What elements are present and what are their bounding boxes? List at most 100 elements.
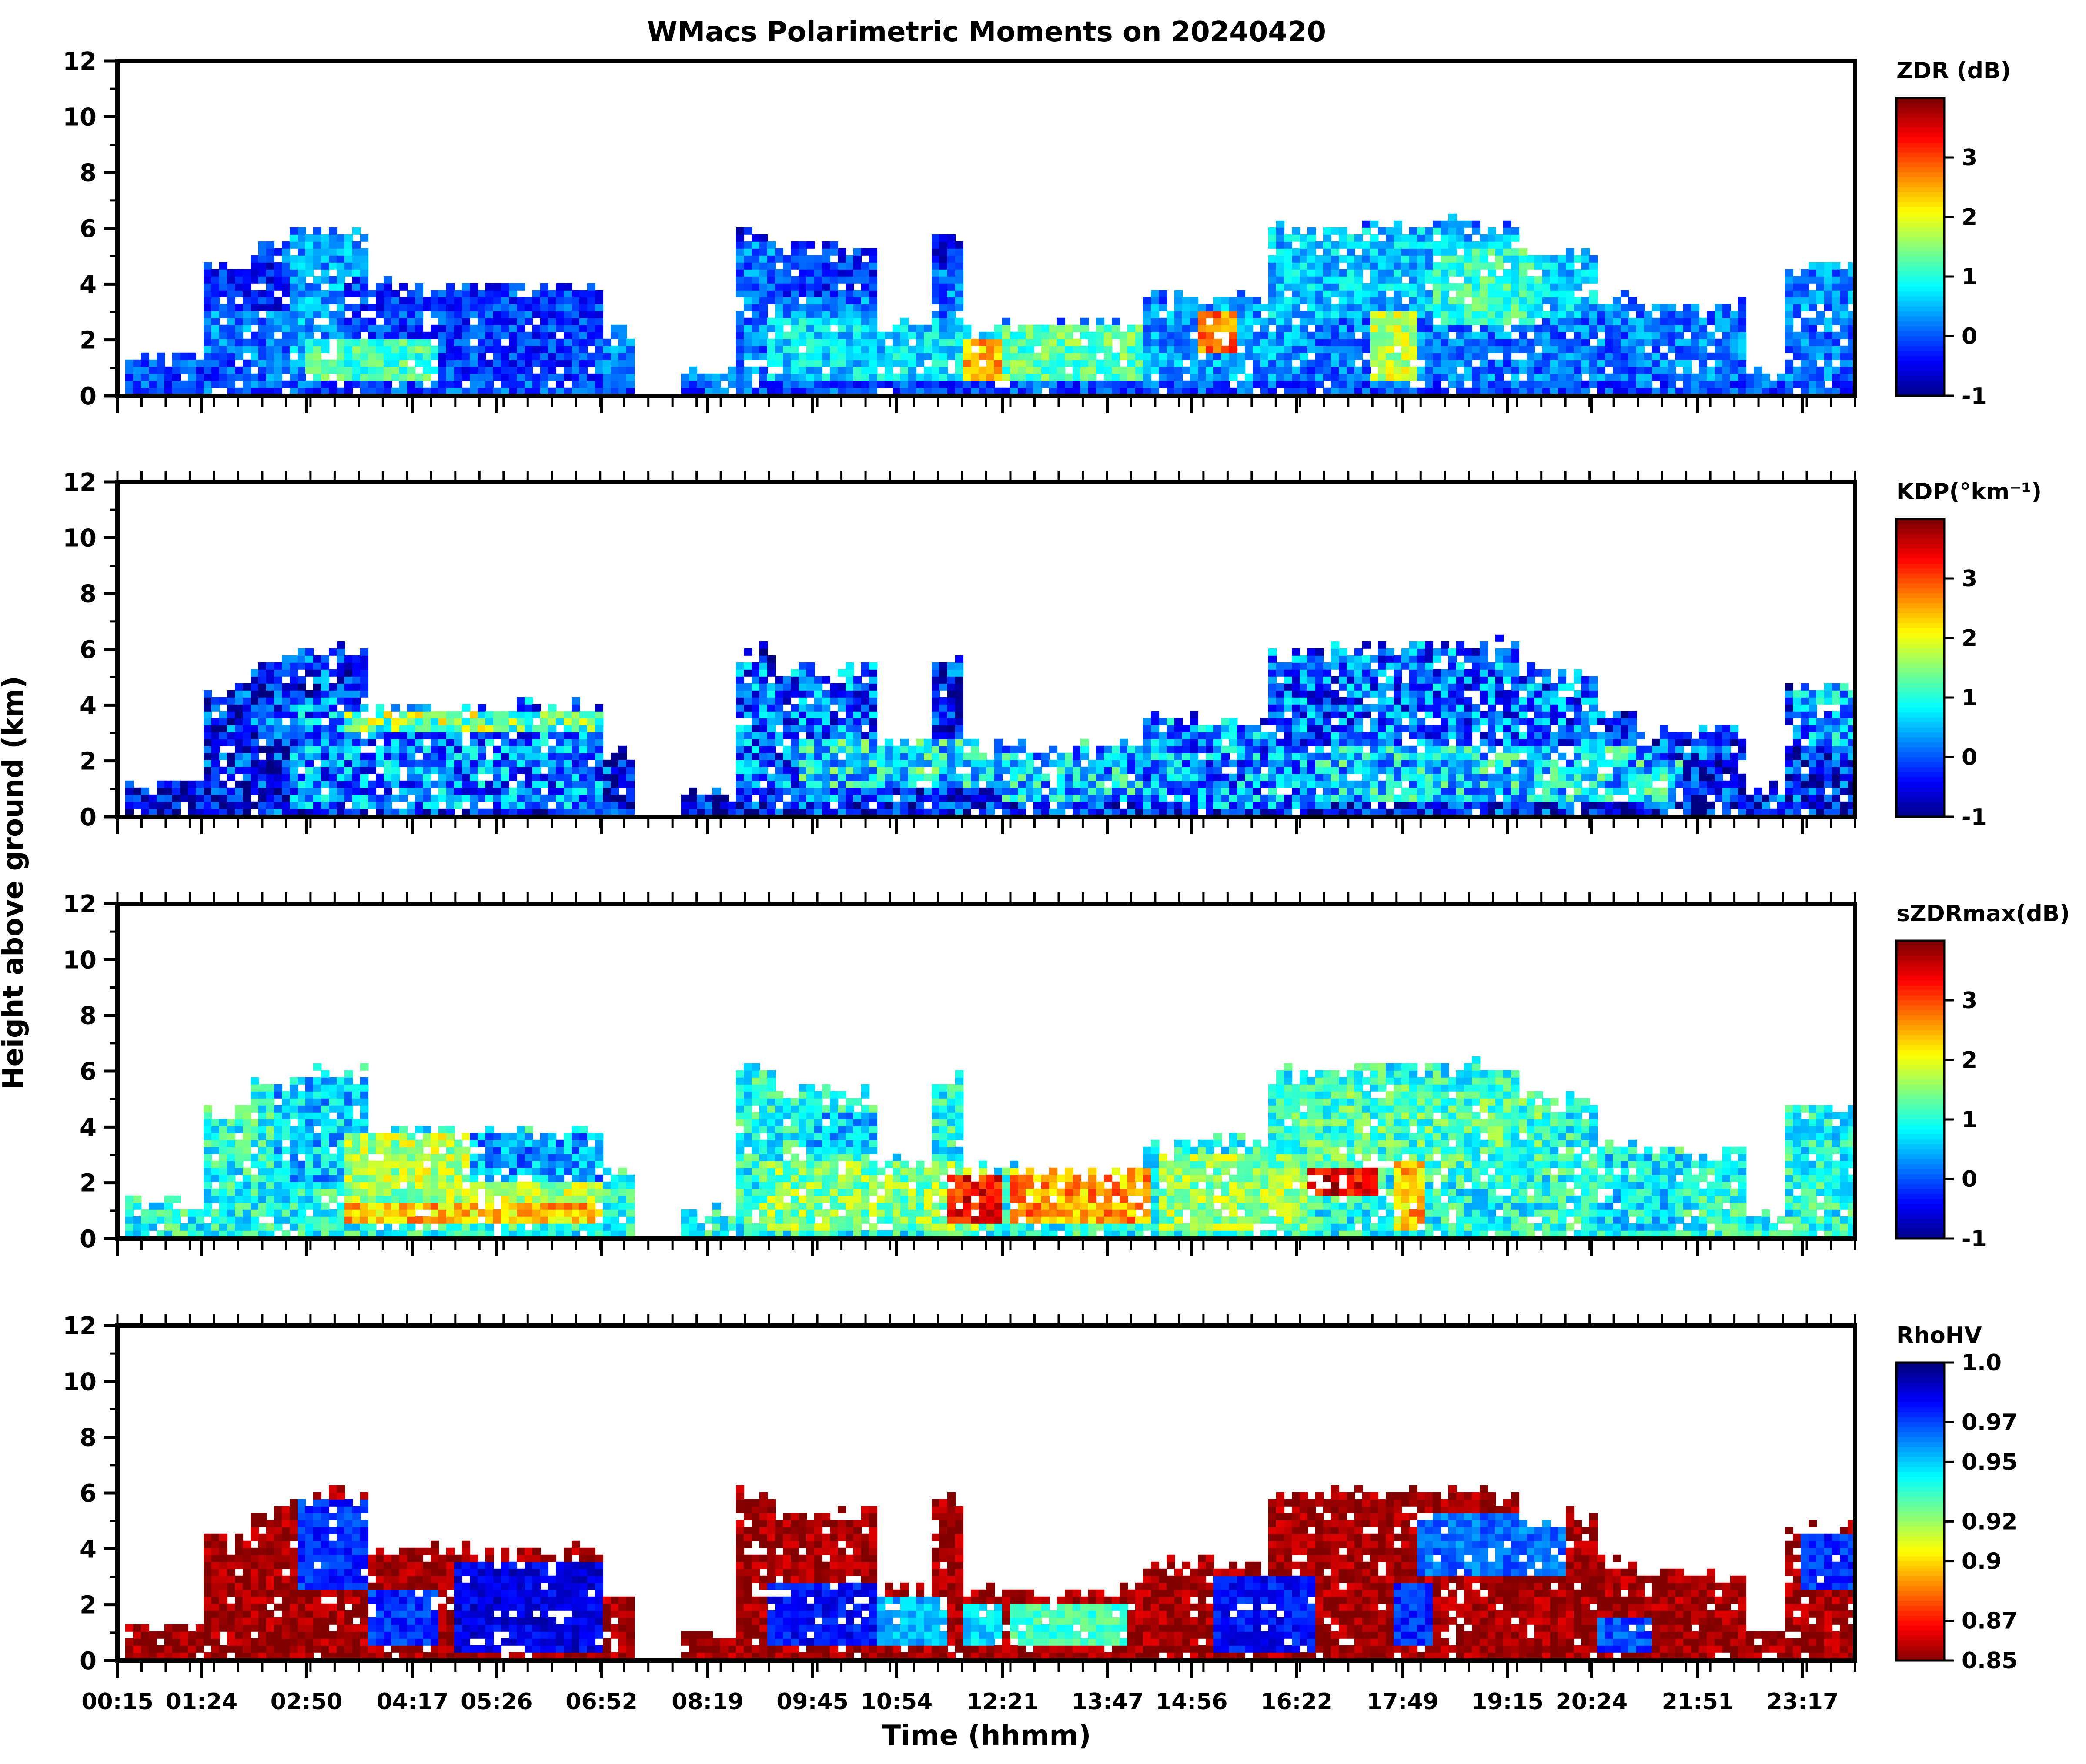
heatmap-cell xyxy=(251,276,259,284)
colorbar-step xyxy=(1896,346,1944,352)
heatmap-cell xyxy=(337,676,345,684)
heatmap-cell xyxy=(1488,297,1496,304)
heatmap-cell xyxy=(1010,352,1018,360)
heatmap-cell xyxy=(1480,311,1488,318)
heatmap-cell xyxy=(986,352,995,360)
heatmap-cell xyxy=(752,269,760,277)
heatmap-cell xyxy=(1394,220,1402,228)
heatmap-cell xyxy=(1511,387,1519,395)
heatmap-cell xyxy=(1386,317,1394,325)
heatmap-cell xyxy=(1480,317,1488,325)
heatmap-cell xyxy=(258,248,267,256)
heatmap-cell xyxy=(846,352,854,360)
heatmap-cell xyxy=(595,297,603,304)
heatmap-cell xyxy=(1417,373,1425,381)
heatmap-cell xyxy=(955,794,963,802)
heatmap-cell xyxy=(431,718,439,725)
heatmap-cell xyxy=(266,297,274,304)
heatmap-cell xyxy=(1292,366,1300,374)
heatmap-cell xyxy=(235,738,243,746)
heatmap-cell xyxy=(947,718,956,725)
heatmap-cell xyxy=(258,331,267,339)
x-axis-label: Time (hhmm) xyxy=(882,1720,1091,1752)
heatmap-cell xyxy=(1448,345,1457,353)
heatmap-cell xyxy=(1401,234,1410,242)
heatmap-cell xyxy=(1151,331,1159,339)
heatmap-cell xyxy=(1832,338,1840,346)
heatmap-cell xyxy=(1354,366,1363,374)
heatmap-cell xyxy=(243,345,251,353)
heatmap-cell xyxy=(337,387,345,395)
heatmap-cell xyxy=(572,732,580,739)
heatmap-cell xyxy=(211,373,220,381)
heatmap-cell xyxy=(579,752,588,760)
heatmap-cell xyxy=(1026,338,1034,346)
heatmap-cell xyxy=(1558,297,1566,304)
heatmap-cell xyxy=(932,766,940,774)
heatmap-cell xyxy=(344,704,353,712)
heatmap-cell xyxy=(767,297,776,304)
heatmap-cell xyxy=(1738,311,1746,318)
heatmap-cell xyxy=(1354,352,1363,360)
heatmap-cell xyxy=(1581,255,1590,263)
heatmap-cell xyxy=(1057,373,1065,381)
heatmap-cell xyxy=(493,352,501,360)
heatmap-cell xyxy=(321,297,329,304)
heatmap-cell xyxy=(462,311,470,318)
heatmap-cell xyxy=(799,324,807,332)
heatmap-cell xyxy=(1566,262,1574,270)
heatmap-cell xyxy=(830,759,838,767)
heatmap-cell xyxy=(1542,359,1551,367)
heatmap-cell xyxy=(1433,262,1441,270)
heatmap-cell xyxy=(399,283,408,291)
heatmap-cell xyxy=(1574,324,1582,332)
heatmap-cell xyxy=(321,801,329,809)
heatmap-cell xyxy=(227,352,235,360)
heatmap-cell xyxy=(1699,380,1707,388)
heatmap-cell xyxy=(196,366,204,374)
heatmap-cell xyxy=(1762,373,1770,381)
heatmap-cell xyxy=(1088,794,1096,802)
heatmap-cell xyxy=(955,276,963,284)
heatmap-cell xyxy=(814,317,822,325)
heatmap-cell xyxy=(1417,248,1425,256)
heatmap-cell xyxy=(955,725,963,732)
heatmap-cell xyxy=(1394,241,1402,249)
heatmap-cell xyxy=(204,752,212,760)
heatmap-cell xyxy=(869,669,877,677)
heatmap-cell xyxy=(1785,380,1793,388)
heatmap-cell xyxy=(149,801,157,809)
heatmap-cell xyxy=(1425,324,1433,332)
heatmap-cell xyxy=(376,380,384,388)
heatmap-cell xyxy=(1378,345,1386,353)
heatmap-cell xyxy=(1824,283,1832,291)
heatmap-cell xyxy=(1010,759,1018,767)
heatmap-cell xyxy=(478,304,486,311)
heatmap-cell xyxy=(1386,311,1394,318)
heatmap-cell xyxy=(1534,380,1543,388)
heatmap-cell xyxy=(830,276,838,284)
heatmap-cell xyxy=(211,283,220,291)
colorbar-step xyxy=(1896,321,1944,327)
heatmap-cell xyxy=(830,787,838,795)
heatmap-cell xyxy=(1472,366,1480,374)
heatmap-cell xyxy=(947,752,956,760)
heatmap-cell xyxy=(759,324,768,332)
heatmap-cell xyxy=(799,808,807,816)
heatmap-cell xyxy=(399,738,408,746)
heatmap-cell xyxy=(352,283,361,291)
heatmap-cell xyxy=(462,338,470,346)
heatmap-cell xyxy=(1167,338,1175,346)
heatmap-cell xyxy=(1276,380,1284,388)
heatmap-cell xyxy=(822,801,830,809)
heatmap-cell xyxy=(853,780,862,788)
heatmap-cell xyxy=(1597,366,1605,374)
heatmap-cell xyxy=(1558,276,1566,284)
heatmap-cell xyxy=(258,241,267,249)
heatmap-cell xyxy=(626,380,635,388)
heatmap-cell xyxy=(1519,311,1527,318)
heatmap-cell xyxy=(916,331,924,339)
heatmap-cell xyxy=(141,373,149,381)
heatmap-cell xyxy=(172,787,181,795)
heatmap-cell xyxy=(963,373,971,381)
